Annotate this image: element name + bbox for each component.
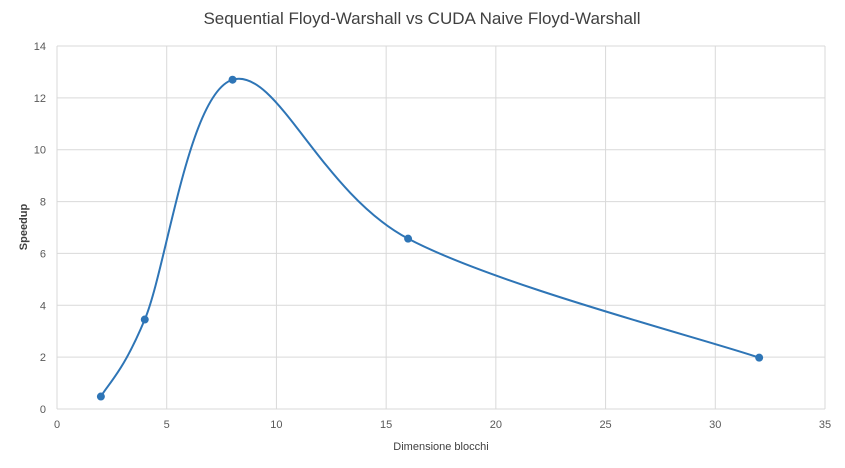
x-tick-label: 25	[599, 419, 611, 431]
chart-title: Sequential Floyd-Warshall vs CUDA Naive …	[203, 9, 640, 28]
x-tick-label: 0	[54, 419, 60, 431]
x-tick-label: 30	[709, 419, 721, 431]
y-tick-label: 4	[40, 300, 46, 312]
y-tick-label: 12	[34, 93, 46, 105]
y-tick-label: 14	[34, 41, 46, 53]
series-line	[100, 77, 760, 398]
y-tick-label: 8	[40, 197, 46, 209]
y-tick-label: 2	[40, 352, 46, 364]
series-group	[96, 75, 764, 401]
data-point	[404, 234, 413, 243]
y-tick-label: 10	[34, 145, 46, 157]
gridlines	[56, 45, 826, 410]
x-tick-label: 20	[490, 419, 502, 431]
y-axis-ticks: 0 2 4 6 8 10 12 14	[34, 41, 46, 416]
y-tick-label: 6	[40, 248, 46, 260]
x-tick-label: 35	[819, 419, 831, 431]
data-point	[228, 75, 237, 84]
y-tick-label: 0	[40, 404, 46, 416]
x-axis-title: Dimensione blocchi	[393, 441, 488, 453]
x-tick-label: 10	[270, 419, 282, 431]
x-axis-ticks: 0 5 10 15 20 25 30 35	[54, 419, 831, 431]
data-point	[755, 353, 764, 362]
x-tick-label: 5	[164, 419, 170, 431]
data-point	[96, 392, 105, 401]
data-point	[140, 315, 149, 324]
y-axis-title: Speedup	[18, 203, 30, 250]
x-tick-label: 15	[380, 419, 392, 431]
